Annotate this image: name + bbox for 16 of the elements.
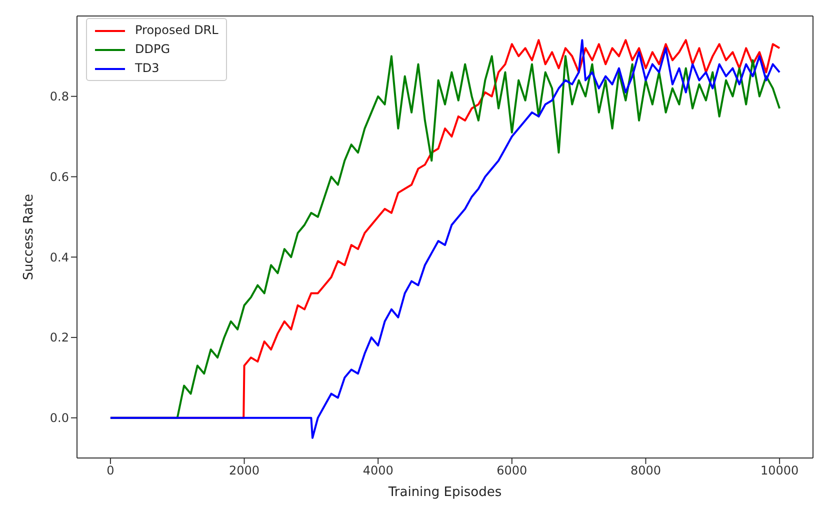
legend-label: DDPG xyxy=(135,41,170,58)
legend-label: Proposed DRL xyxy=(135,22,218,39)
y-tick-label: 0.4 xyxy=(50,250,69,264)
x-tick-label: 6000 xyxy=(496,464,528,478)
x-tick-label: 8000 xyxy=(630,464,661,478)
x-tick-label: 2000 xyxy=(229,464,260,478)
y-tick-label: 0.2 xyxy=(50,330,69,345)
x-tick-label: 0 xyxy=(106,464,114,478)
y-tick-label: 0.6 xyxy=(50,170,69,184)
x-tick-label: 10000 xyxy=(760,464,799,478)
y-axis-title: Success Rate xyxy=(22,194,37,280)
y-tick-label: 0.0 xyxy=(50,411,69,426)
y-tick-label: 0.8 xyxy=(50,90,69,104)
x-axis-title: Training Episodes xyxy=(387,485,502,500)
legend-label: TD3 xyxy=(135,60,160,77)
x-tick-label: 4000 xyxy=(362,464,394,478)
